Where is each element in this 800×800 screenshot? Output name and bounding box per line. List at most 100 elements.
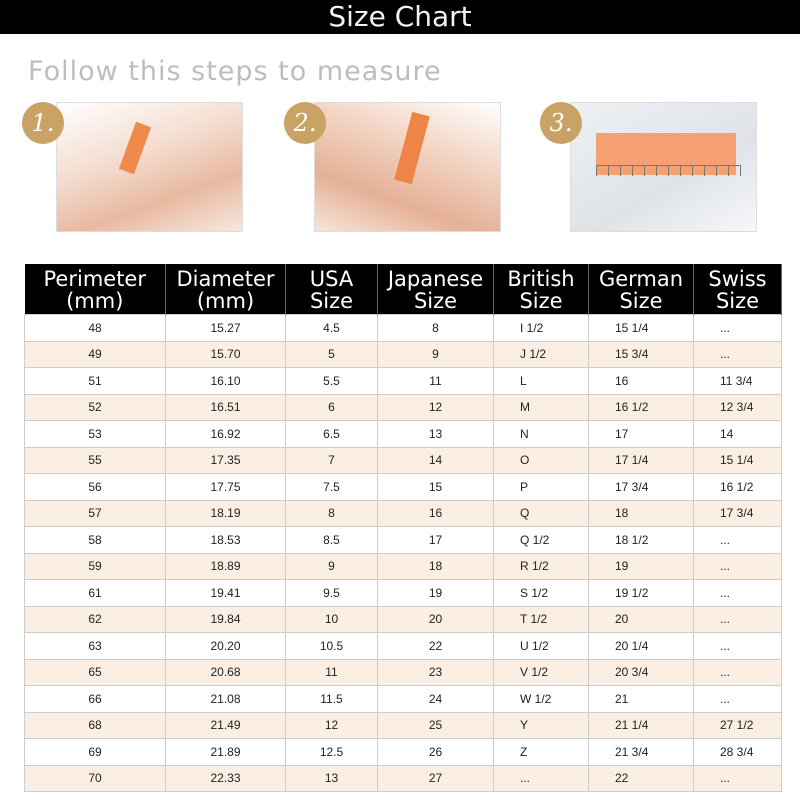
table-cell: 28 3/4: [693, 738, 782, 766]
table-cell: 15 1/4: [588, 314, 694, 342]
table-cell: 13: [285, 764, 378, 792]
column-header-line: German: [598, 267, 684, 291]
table-cell: 12: [285, 711, 378, 739]
table-cell: R 1/2: [493, 552, 589, 580]
column-header-line: (mm): [66, 289, 124, 313]
table-cell: 17: [588, 420, 694, 448]
table-cell: 21: [588, 685, 694, 713]
table-row: 48 15.27 4.5 8 I 1/2 15 1/4...: [24, 314, 782, 342]
table-cell: 17.35: [165, 446, 286, 474]
column-header: German Size: [588, 264, 694, 315]
table-cell: 20: [377, 605, 494, 633]
column-header: USA Size: [285, 264, 378, 315]
table-cell: 8: [285, 499, 378, 527]
table-cell: 25: [377, 711, 494, 739]
table-cell: 68: [24, 711, 166, 739]
table-row: 69 21.89 12.5 26 Z 21 3/4 28 3/4: [24, 738, 782, 766]
table-cell: ...: [693, 340, 782, 368]
table-cell: 19 1/2: [588, 579, 694, 607]
table-cell: 4.5: [285, 314, 378, 342]
table-cell: 5: [285, 340, 378, 368]
table-cell: 66: [24, 685, 166, 713]
table-row: 66 21.08 11.5 24 W 1/2 21...: [24, 685, 782, 713]
table-row: 49 15.70 5 9 J 1/2 15 3/4...: [24, 340, 782, 368]
table-cell: Q: [493, 499, 589, 527]
table-cell: 22.33: [165, 764, 286, 792]
table-cell: 21 1/4: [588, 711, 694, 739]
table-cell: 19.84: [165, 605, 286, 633]
table-cell: 22: [588, 764, 694, 792]
table-cell: 7: [285, 446, 378, 474]
table-cell: 7.5: [285, 473, 378, 501]
table-cell: 65: [24, 658, 166, 686]
table-cell: 62: [24, 605, 166, 633]
table-cell: 19: [588, 552, 694, 580]
table-row: 65 20.68 11 23 V 1/2 20 3/4...: [24, 658, 782, 686]
table-cell: Z: [493, 738, 589, 766]
table-cell: ...: [693, 579, 782, 607]
table-cell: 17 3/4: [588, 473, 694, 501]
table-row: 58 18.53 8.5 17 Q 1/2 18 1/2...: [24, 526, 782, 554]
table-cell: W 1/2: [493, 685, 589, 713]
table-row: 63 20.20 10.5 22 U 1/2 20 1/4...: [24, 632, 782, 660]
column-header-line: Size: [413, 289, 458, 313]
step-2-badge: 2.: [284, 102, 326, 144]
table-cell: 48: [24, 314, 166, 342]
table-cell: ...: [693, 764, 782, 792]
table-cell: 15.27: [165, 314, 286, 342]
table-cell: ...: [693, 685, 782, 713]
table-row: 70 22.33 13 27... 22...: [24, 764, 782, 792]
table-cell: L: [493, 367, 589, 395]
table-row: 51 16.10 5.5 11 L 16 11 3/4: [24, 367, 782, 395]
table-cell: 18.19: [165, 499, 286, 527]
table-cell: 56: [24, 473, 166, 501]
table-row: 53 16.92 6.5 13 N 17 14: [24, 420, 782, 448]
column-header-line: Size: [309, 289, 354, 313]
table-cell: Y: [493, 711, 589, 739]
column-header: Japanese Size: [377, 264, 494, 315]
table-cell: 18: [588, 499, 694, 527]
table-row: 68 21.49 12 25 Y 21 1/4 27 1/2: [24, 711, 782, 739]
table-row: 61 19.41 9.5 19 S 1/2 19 1/2...: [24, 579, 782, 607]
table-cell: 17: [377, 526, 494, 554]
table-cell: J 1/2: [493, 340, 589, 368]
table-cell: 9: [377, 340, 494, 368]
table-cell: 26: [377, 738, 494, 766]
table-cell: 20: [588, 605, 694, 633]
step-3-image: [570, 102, 757, 232]
table-cell: 55: [24, 446, 166, 474]
table-cell: 27 1/2: [693, 711, 782, 739]
table-cell: 12.5: [285, 738, 378, 766]
table-cell: N: [493, 420, 589, 448]
table-cell: 23: [377, 658, 494, 686]
table-cell: 61: [24, 579, 166, 607]
table-cell: 15 1/4: [693, 446, 782, 474]
table-cell: 11: [285, 658, 378, 686]
table-cell: 49: [24, 340, 166, 368]
column-header-line: British: [507, 267, 575, 291]
table-row: 55 17.35 7 14 O 17 1/4 15 1/4: [24, 446, 782, 474]
table-cell: 10: [285, 605, 378, 633]
column-header-line: Japanese: [387, 267, 484, 291]
table-cell: 17.75: [165, 473, 286, 501]
table-cell: 9.5: [285, 579, 378, 607]
table-cell: 16: [588, 367, 694, 395]
column-header: Swiss Size: [693, 264, 782, 315]
table-cell: 20 3/4: [588, 658, 694, 686]
page-title: Size Chart: [0, 0, 800, 34]
column-header-line: USA: [309, 267, 354, 291]
table-cell: 11.5: [285, 685, 378, 713]
table-cell: 59: [24, 552, 166, 580]
table-cell: 16 1/2: [588, 393, 694, 421]
table-cell: 16.92: [165, 420, 286, 448]
table-cell: U 1/2: [493, 632, 589, 660]
table-cell: 27: [377, 764, 494, 792]
table-row: 57 18.19 8 16 Q 18 17 3/4: [24, 499, 782, 527]
column-header-line: Size: [519, 289, 563, 313]
table-cell: 16: [377, 499, 494, 527]
table-cell: 10.5: [285, 632, 378, 660]
table-cell: ...: [693, 526, 782, 554]
table-row: 62 19.84 10 20 T 1/2 20...: [24, 605, 782, 633]
table-cell: 9: [285, 552, 378, 580]
size-chart-table: Perimeter (mm) Diameter (mm) USA Size Japanese…: [24, 264, 782, 792]
